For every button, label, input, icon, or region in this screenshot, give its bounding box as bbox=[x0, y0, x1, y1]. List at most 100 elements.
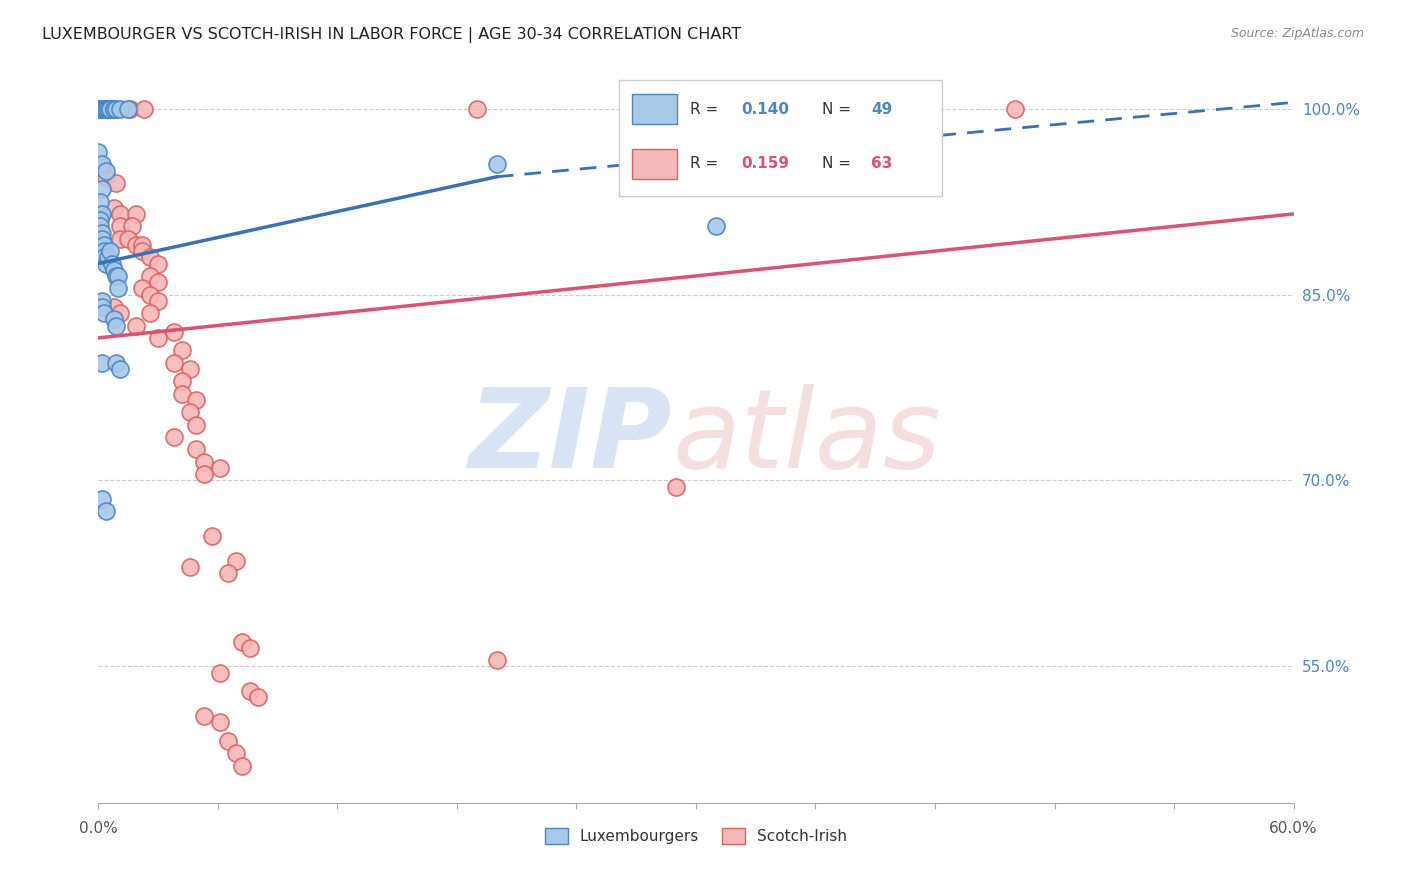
Point bbox=[96, 256, 118, 270]
Point bbox=[87, 102, 110, 116]
Point bbox=[131, 244, 153, 259]
Point bbox=[148, 256, 170, 270]
Point bbox=[93, 238, 115, 252]
Point bbox=[172, 386, 194, 401]
Point bbox=[97, 250, 120, 264]
Point bbox=[91, 182, 114, 196]
Point bbox=[91, 207, 114, 221]
Point bbox=[89, 102, 111, 116]
Point bbox=[704, 219, 727, 234]
Point bbox=[93, 244, 115, 259]
Text: R =: R = bbox=[690, 156, 723, 171]
Text: ZIP: ZIP bbox=[468, 384, 672, 491]
Point bbox=[110, 207, 132, 221]
Point bbox=[184, 442, 207, 457]
Point bbox=[179, 560, 201, 574]
Point bbox=[217, 734, 239, 748]
Point bbox=[89, 194, 111, 209]
Point bbox=[131, 238, 153, 252]
Point bbox=[217, 566, 239, 581]
Point bbox=[163, 325, 186, 339]
Point bbox=[139, 306, 162, 320]
Point bbox=[239, 640, 262, 655]
Point bbox=[139, 268, 162, 283]
Point bbox=[93, 102, 115, 116]
Point bbox=[91, 102, 114, 116]
Point bbox=[97, 102, 120, 116]
Text: 63: 63 bbox=[870, 156, 893, 171]
Point bbox=[89, 213, 111, 227]
Text: atlas: atlas bbox=[672, 384, 941, 491]
Point bbox=[110, 232, 132, 246]
Text: 0.159: 0.159 bbox=[741, 156, 790, 171]
Point bbox=[246, 690, 269, 705]
Point bbox=[87, 102, 110, 116]
Point bbox=[105, 102, 128, 116]
Point bbox=[139, 250, 162, 264]
Point bbox=[231, 634, 253, 648]
Point bbox=[91, 157, 114, 171]
Point bbox=[91, 491, 114, 506]
Text: N =: N = bbox=[823, 156, 856, 171]
Point bbox=[485, 653, 508, 667]
Point bbox=[117, 102, 139, 116]
Text: 0.140: 0.140 bbox=[741, 102, 790, 117]
Point bbox=[163, 430, 186, 444]
Point bbox=[201, 529, 224, 543]
Point bbox=[110, 102, 132, 116]
Point bbox=[103, 262, 125, 277]
Point bbox=[208, 715, 231, 730]
Point bbox=[91, 293, 114, 308]
Point bbox=[148, 293, 170, 308]
Point bbox=[97, 102, 120, 116]
Point bbox=[96, 102, 118, 116]
Point bbox=[98, 244, 122, 259]
Bar bbox=[631, 149, 676, 178]
Point bbox=[125, 238, 148, 252]
Point bbox=[96, 163, 118, 178]
Point bbox=[103, 201, 125, 215]
Point bbox=[120, 102, 142, 116]
Point bbox=[103, 102, 125, 116]
Point bbox=[98, 102, 122, 116]
Point bbox=[193, 455, 215, 469]
Text: 60.0%: 60.0% bbox=[1270, 822, 1317, 837]
Text: N =: N = bbox=[823, 102, 856, 117]
Point bbox=[208, 461, 231, 475]
Point bbox=[184, 417, 207, 432]
Point bbox=[148, 275, 170, 289]
Point bbox=[465, 102, 488, 116]
Point bbox=[225, 746, 247, 760]
Point bbox=[121, 219, 143, 234]
Point bbox=[91, 300, 114, 314]
Point bbox=[184, 392, 207, 407]
Point bbox=[125, 318, 148, 333]
Point bbox=[1004, 102, 1026, 116]
Point bbox=[96, 102, 118, 116]
Point bbox=[125, 207, 148, 221]
Point bbox=[98, 102, 122, 116]
Point bbox=[96, 504, 118, 518]
Point bbox=[103, 312, 125, 326]
Point bbox=[239, 684, 262, 698]
Point bbox=[91, 226, 114, 240]
Point bbox=[105, 268, 128, 283]
Point bbox=[117, 232, 139, 246]
Point bbox=[225, 554, 247, 568]
Point bbox=[87, 145, 110, 159]
Point bbox=[172, 374, 194, 388]
Point bbox=[193, 467, 215, 482]
Point bbox=[131, 281, 153, 295]
Point bbox=[103, 102, 125, 116]
Point bbox=[110, 362, 132, 376]
Point bbox=[96, 169, 118, 184]
Point bbox=[101, 256, 124, 270]
Point bbox=[745, 102, 768, 116]
Point bbox=[172, 343, 194, 358]
Point bbox=[665, 480, 688, 494]
Point bbox=[107, 268, 129, 283]
Point bbox=[139, 287, 162, 301]
Text: Source: ZipAtlas.com: Source: ZipAtlas.com bbox=[1230, 27, 1364, 40]
Legend: Luxembourgers, Scotch-Irish: Luxembourgers, Scotch-Irish bbox=[538, 822, 853, 850]
Text: R =: R = bbox=[690, 102, 723, 117]
